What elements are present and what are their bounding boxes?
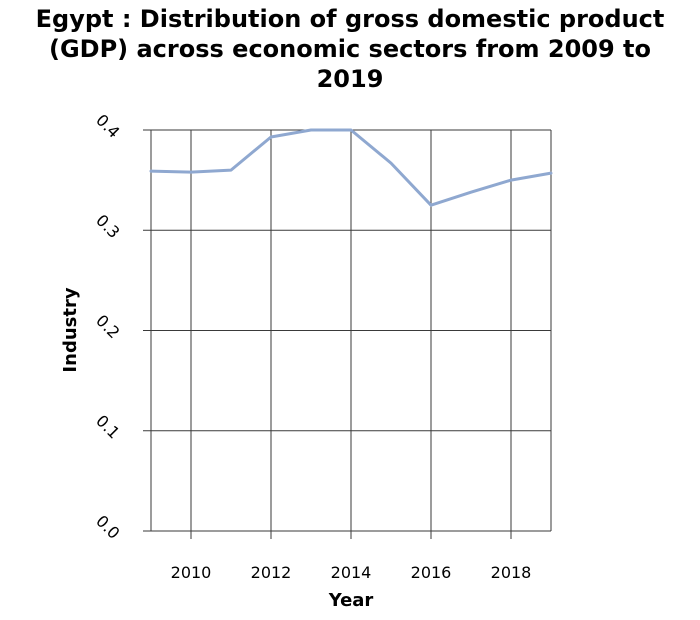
chart-title-line-3: 2019 <box>316 65 384 93</box>
y-tick-label: 0.3 <box>92 211 123 242</box>
y-tick-label: 0.4 <box>92 110 123 141</box>
x-tick-label: 2012 <box>251 563 292 582</box>
chart-title: Egypt : Distribution of gross domestic p… <box>0 4 700 94</box>
tick-labels: 2010 2012 2014 2016 2018 0.0 0.1 0.2 0.3 0.4 <box>92 110 531 582</box>
x-tick-label: 2014 <box>331 563 372 582</box>
grid <box>151 129 551 532</box>
series <box>149 128 553 207</box>
x-tick-label: 2010 <box>171 563 212 582</box>
x-axis-title: Year <box>328 590 374 611</box>
x-tick-label: 2016 <box>411 563 452 582</box>
y-axis-title: Industry <box>60 287 81 372</box>
x-tick-label: 2018 <box>491 563 532 582</box>
series-line <box>149 128 553 207</box>
y-tick-label: 0.2 <box>92 311 123 342</box>
axes <box>143 129 552 539</box>
chart-title-line-1: Egypt : Distribution of gross domestic p… <box>35 5 665 33</box>
y-tick-label: 0.1 <box>92 411 123 442</box>
chart-title-line-2: (GDP) across economic sectors from 2009 … <box>48 35 652 63</box>
y-tick-label: 0.0 <box>92 511 123 542</box>
